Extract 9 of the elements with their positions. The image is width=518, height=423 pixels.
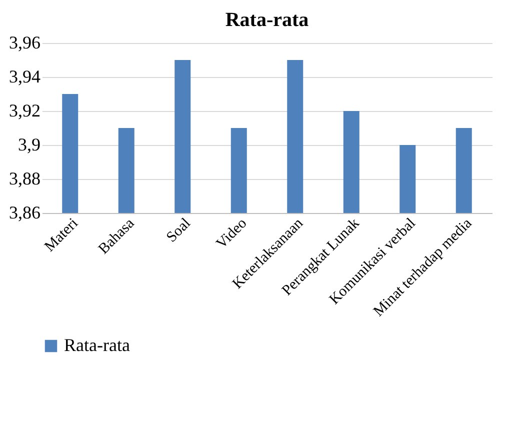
chart-title: Rata-rata	[225, 9, 309, 31]
y-tick-label: 3,88	[9, 168, 40, 188]
y-tick-label: 3,9	[18, 134, 40, 154]
y-tick-label: 3,94	[9, 66, 40, 86]
x-tick-label: Soal	[164, 216, 194, 246]
y-tick-label: 3,86	[9, 202, 40, 222]
y-tick-label: 3,96	[9, 32, 40, 52]
y-tick-label: 3,92	[9, 100, 40, 120]
legend-label: Rata-rata	[64, 335, 130, 355]
